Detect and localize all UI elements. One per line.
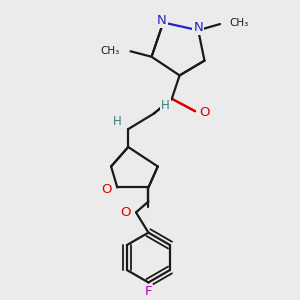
Text: O: O (120, 206, 130, 219)
Text: N: N (194, 21, 203, 34)
Text: H: H (161, 99, 170, 112)
Text: F: F (145, 285, 152, 298)
Text: CH₃: CH₃ (100, 46, 120, 56)
Text: N: N (157, 14, 166, 27)
Text: O: O (199, 106, 210, 119)
Text: H: H (113, 115, 122, 128)
Text: O: O (101, 182, 112, 196)
Text: CH₃: CH₃ (230, 18, 249, 28)
